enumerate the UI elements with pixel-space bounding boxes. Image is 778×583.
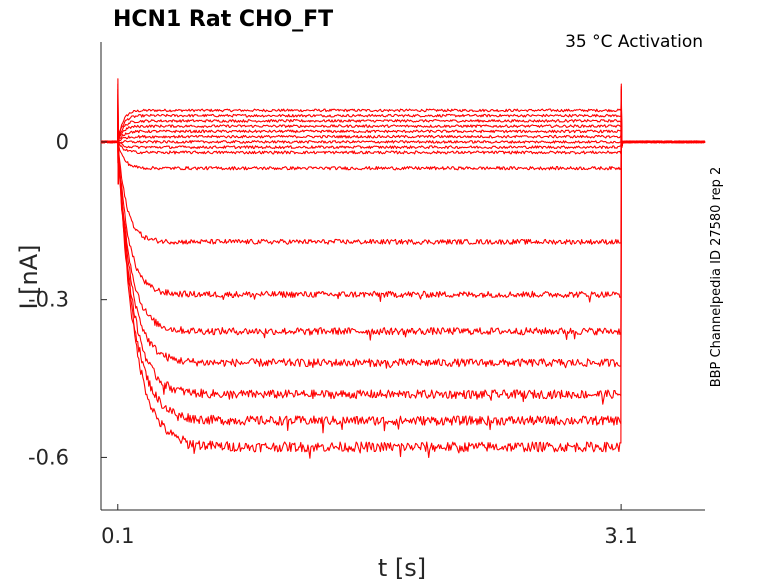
- x-tick-label: 0.1: [101, 524, 134, 548]
- y-tick-label: 0: [56, 130, 69, 154]
- series-line: [101, 116, 705, 341]
- series-line: [101, 92, 705, 184]
- ticks: 0 -0.3 -0.6 0.1 3.1: [28, 130, 638, 548]
- series-line: [101, 100, 705, 147]
- traces: [101, 79, 705, 458]
- chart: HCN1 Rat CHO_FT 35 °C Activation BBP Cha…: [0, 0, 778, 583]
- side-label: BBP Channelpedia ID 27580 rep 2: [709, 167, 724, 388]
- x-tick-label: 3.1: [604, 524, 637, 548]
- axes: [101, 42, 705, 510]
- y-tick-label: -0.3: [28, 288, 69, 312]
- chart-annotation: 35 °C Activation: [565, 32, 703, 52]
- series-line: [101, 108, 705, 184]
- y-tick-label: -0.6: [28, 445, 69, 469]
- x-axis-label: t [s]: [378, 554, 426, 582]
- series-line: [101, 89, 705, 147]
- chart-title: HCN1 Rat CHO_FT: [113, 7, 333, 32]
